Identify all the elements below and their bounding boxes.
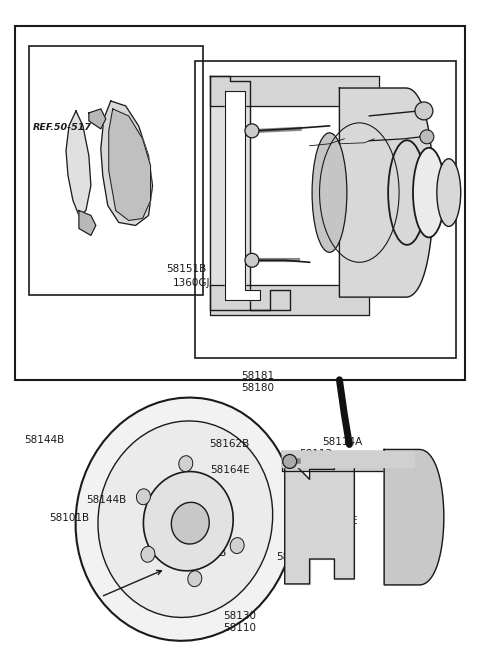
- Ellipse shape: [179, 456, 193, 472]
- Text: 58113: 58113: [299, 449, 332, 459]
- Text: 58161B: 58161B: [305, 527, 345, 537]
- Circle shape: [245, 124, 259, 138]
- Ellipse shape: [230, 538, 244, 553]
- Ellipse shape: [188, 571, 202, 587]
- Polygon shape: [339, 88, 433, 297]
- Polygon shape: [225, 91, 260, 300]
- Polygon shape: [79, 210, 96, 235]
- Polygon shape: [210, 285, 369, 315]
- Ellipse shape: [437, 159, 461, 227]
- Ellipse shape: [171, 502, 209, 544]
- Text: 58164E: 58164E: [210, 464, 249, 475]
- Text: 58144B: 58144B: [86, 495, 127, 505]
- Circle shape: [245, 253, 259, 267]
- Text: 58162B: 58162B: [209, 439, 250, 449]
- Polygon shape: [210, 76, 379, 106]
- Polygon shape: [66, 111, 91, 215]
- Text: 58163B: 58163B: [186, 548, 227, 557]
- Ellipse shape: [141, 546, 155, 562]
- Ellipse shape: [413, 148, 445, 237]
- Polygon shape: [109, 109, 151, 221]
- Polygon shape: [89, 109, 106, 129]
- Polygon shape: [282, 451, 409, 472]
- Text: 58101B: 58101B: [49, 513, 89, 523]
- Text: 58114A: 58114A: [323, 437, 363, 447]
- Polygon shape: [384, 449, 444, 585]
- Ellipse shape: [98, 421, 273, 618]
- Text: 58180: 58180: [241, 383, 275, 392]
- Circle shape: [420, 130, 434, 144]
- Text: 58112: 58112: [287, 460, 320, 471]
- Text: 58110: 58110: [224, 622, 256, 633]
- Polygon shape: [210, 76, 290, 310]
- Ellipse shape: [312, 133, 347, 252]
- Text: 58314: 58314: [319, 539, 352, 549]
- Text: 58144B: 58144B: [24, 435, 64, 445]
- Text: 58130: 58130: [224, 610, 256, 621]
- Polygon shape: [282, 451, 414, 468]
- Polygon shape: [285, 455, 354, 584]
- Text: 58125: 58125: [154, 533, 187, 542]
- Ellipse shape: [75, 398, 295, 641]
- Bar: [195, 61, 456, 358]
- Text: 58181: 58181: [241, 371, 275, 381]
- Text: 1360GJ: 1360GJ: [173, 278, 210, 288]
- Text: 58164E: 58164E: [318, 516, 358, 526]
- Bar: [29, 47, 203, 295]
- Bar: [15, 26, 465, 380]
- Ellipse shape: [136, 489, 150, 505]
- Ellipse shape: [144, 472, 233, 571]
- Text: 58151B: 58151B: [167, 264, 207, 274]
- Circle shape: [415, 102, 433, 120]
- Polygon shape: [101, 101, 153, 225]
- Text: 58120: 58120: [276, 552, 309, 562]
- Circle shape: [283, 455, 297, 468]
- Text: REF.50-517: REF.50-517: [33, 122, 92, 132]
